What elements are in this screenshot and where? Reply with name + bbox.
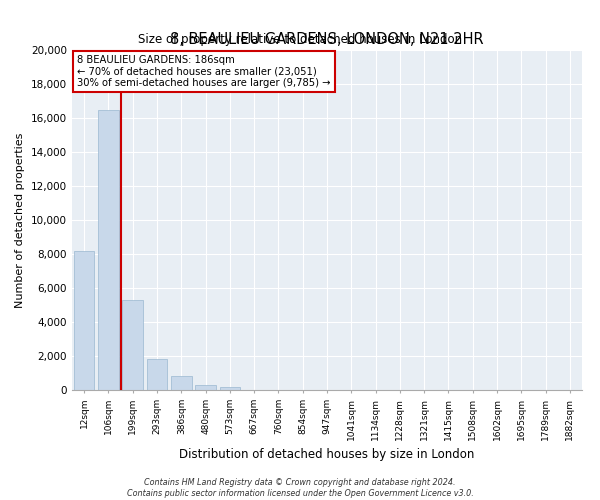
Bar	[122, 300, 143, 390]
Text: Contains HM Land Registry data © Crown copyright and database right 2024.
Contai: Contains HM Land Registry data © Crown c…	[127, 478, 473, 498]
Text: Size of property relative to detached houses in London: Size of property relative to detached ho…	[138, 32, 462, 46]
Y-axis label: Number of detached properties: Number of detached properties	[16, 132, 25, 308]
Bar	[195, 385, 216, 390]
Bar	[146, 358, 167, 390]
X-axis label: Distribution of detached houses by size in London: Distribution of detached houses by size …	[179, 448, 475, 461]
Bar	[74, 252, 94, 390]
Title: 8, BEAULIEU GARDENS, LONDON, N21 2HR: 8, BEAULIEU GARDENS, LONDON, N21 2HR	[170, 32, 484, 48]
Bar	[98, 110, 119, 390]
Bar	[220, 388, 240, 390]
Bar	[171, 376, 191, 390]
Text: 8 BEAULIEU GARDENS: 186sqm
← 70% of detached houses are smaller (23,051)
30% of : 8 BEAULIEU GARDENS: 186sqm ← 70% of deta…	[77, 55, 331, 88]
